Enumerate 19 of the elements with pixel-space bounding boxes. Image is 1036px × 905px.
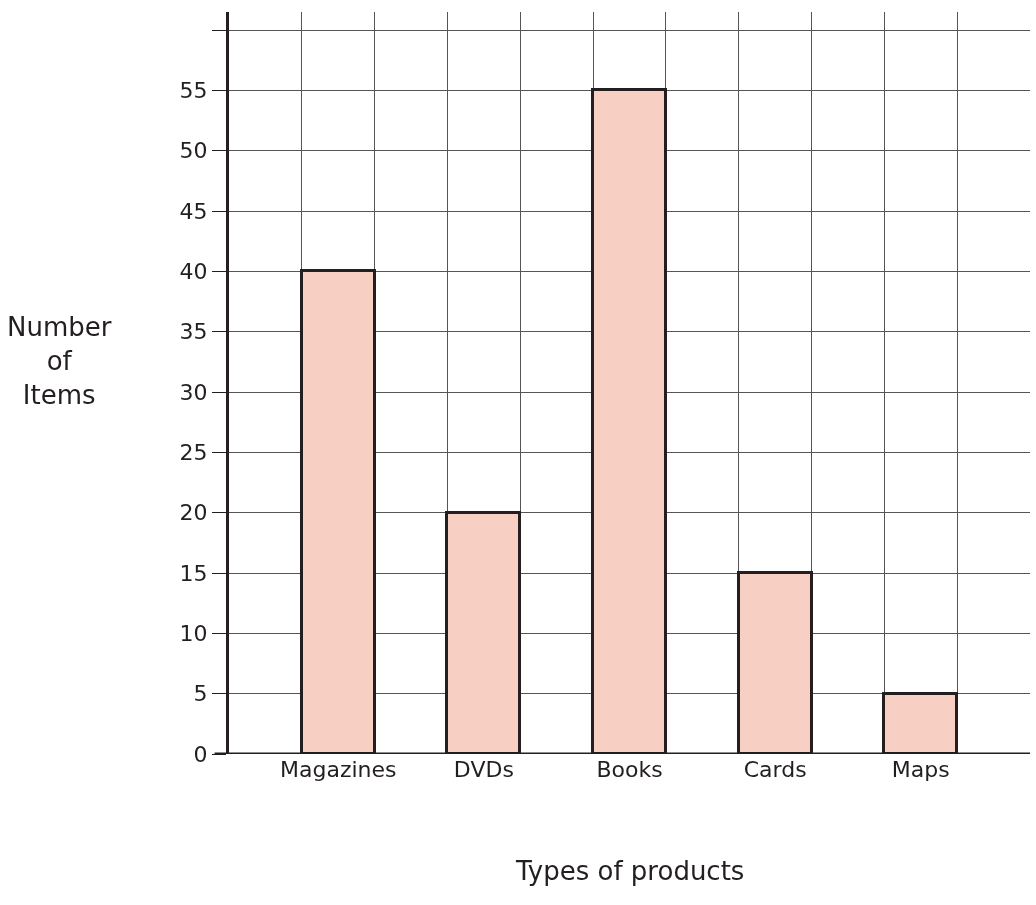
x-tick-label: DVDs: [453, 757, 514, 782]
y-tick-label: 15: [179, 560, 208, 586]
y-tick-label: 5: [193, 681, 208, 707]
x-axis-title: Types of products: [515, 856, 745, 886]
y-tick-label: 45: [179, 198, 208, 224]
y-tick-label: 20: [179, 500, 208, 526]
y-tick-label: 55: [179, 78, 208, 104]
y-tick-label: 40: [179, 259, 208, 285]
y-tick-label: 35: [179, 319, 208, 345]
x-tick-label: Cards: [743, 757, 807, 782]
y-tick-label: 10: [179, 621, 208, 647]
x-tick-label: Magazines: [279, 757, 397, 782]
y-tick-label: 0: [193, 741, 208, 767]
y-tick-label: 30: [179, 379, 208, 405]
x-tick-label: Books: [596, 757, 663, 782]
y-tick-label: 25: [179, 440, 208, 466]
y-tick-label: 50: [179, 138, 208, 164]
y-axis-title: Number of Items: [7, 312, 112, 410]
x-tick-label: Maps: [891, 757, 950, 782]
